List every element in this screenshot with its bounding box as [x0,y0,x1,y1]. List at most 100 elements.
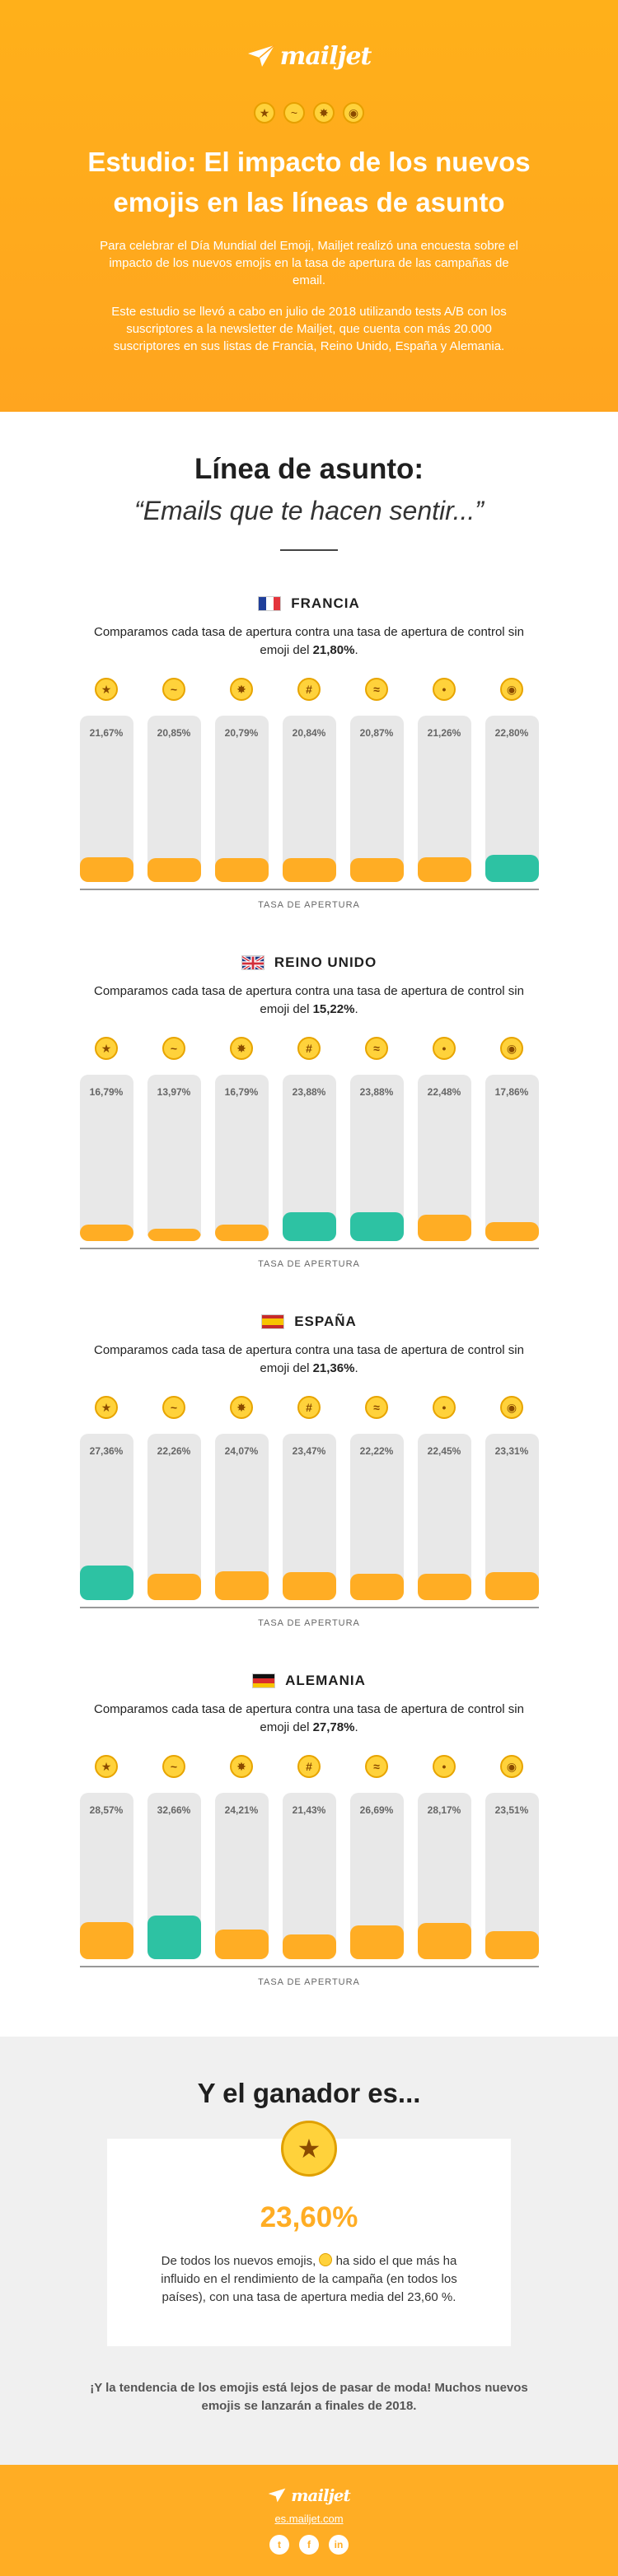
emoji-row: ★ ~ ✸ # ≈ • ◉ [0,1755,618,1778]
country-description: Comparamos cada tasa de apertura contra … [78,1342,540,1378]
bar-value: 20,84% [292,727,326,739]
country-title: ESPAÑA [0,1314,618,1330]
winner-heading: Y el ganador es... [197,2078,421,2108]
country-name: ESPAÑA [294,1314,357,1329]
subject-quote: “Emails que te hacen sentir...” [134,496,484,525]
bar-face-with-raised-eyebrow: 20,85% [147,716,201,882]
bar-exploding-head: 20,79% [214,716,269,882]
description-text: Comparamos cada tasa de apertura contra … [94,984,524,1016]
bar-fill [417,1574,471,1600]
bar-value: 23,31% [494,1445,529,1457]
bar-face-with-monocle: 22,80% [485,716,539,882]
twitter-icon[interactable]: t [269,2535,289,2555]
bar-chart: 16,79% 13,97% 16,79% 23,88% 23,88% 22,48% 17,8… [0,1075,618,1241]
footer-wordmark: mailjet [291,2485,351,2505]
paper-plane-icon [268,2488,286,2503]
winner-text-post: ha sido el que más ha influido en el ren… [161,2254,457,2304]
bar-fill [485,1931,539,1959]
bar-value: 22,80% [494,727,529,739]
country-section: ESPAÑA Comparamos cada tasa de apertura c… [0,1314,618,1628]
bar-fill [147,1229,201,1241]
star-struck-icon: ★ [95,678,118,701]
bar-exploding-head: 24,21% [214,1793,269,1959]
bar-exploding-head: 16,79% [214,1075,269,1241]
facebook-icon[interactable]: f [299,2535,319,2555]
exploding-head-icon: ✸ [230,678,253,701]
country-name: REINO UNIDO [274,954,377,970]
site-link[interactable]: es.mailjet.com [274,2513,344,2525]
bar-value: 22,48% [427,1086,461,1098]
star-struck-icon: ★ [281,2121,337,2177]
hero-banner: mailjet ★ ~ ✸ ◉ Estudio: El impacto de l… [0,0,618,412]
bar-shushing-face: 22,45% [417,1434,471,1600]
footer-logo[interactable]: mailjet [0,2483,618,2508]
face-with-symbols-on-mouth-icon: # [297,678,321,701]
bar-value: 23,47% [292,1445,326,1457]
emoji-row: ★ ~ ✸ # ≈ • ◉ [0,1396,618,1419]
bar-face-vomiting: 20,87% [349,716,404,882]
linkedin-icon[interactable]: in [329,2535,349,2555]
face-with-symbols-on-mouth-icon: # [297,1037,321,1060]
face-with-symbols-on-mouth-icon: # [297,1755,321,1778]
exploding-head-icon: ✸ [230,1396,253,1419]
bar-value: 20,87% [359,727,394,739]
control-rate: 21,80% [312,643,355,657]
method-paragraph: Este estudio se llevó a cabo en julio de… [111,305,507,353]
bar-value: 28,57% [89,1804,124,1816]
bar-fill [349,1925,404,1959]
country-name: ALEMANIA [285,1673,366,1688]
shushing-face-icon: • [433,678,456,701]
bar-shushing-face: 21,26% [417,716,471,882]
bar-fill [79,1922,133,1959]
countries-container: FRANCIA Comparamos cada tasa de apertura … [0,595,618,1987]
bar-chart: 27,36% 22,26% 24,07% 23,47% 22,22% 22,45% 23,3… [0,1434,618,1600]
control-rate: 21,36% [312,1361,355,1375]
footer: mailjet es.mailjet.com t f in [0,2465,618,2576]
description-end: . [354,1002,358,1016]
face-vomiting-icon: ≈ [365,678,388,701]
bar-face-vomiting: 23,88% [349,1075,404,1241]
mailjet-logo[interactable]: mailjet [0,36,618,76]
bar-exploding-head: 24,07% [214,1434,269,1600]
winner-text-pre: De todos los nuevos emojis, [161,2254,320,2268]
bar-face-with-monocle: 17,86% [485,1075,539,1241]
country-name: FRANCIA [291,595,360,611]
bar-value: 20,85% [157,727,191,739]
spain-flag-icon [261,1314,285,1329]
face-with-raised-eyebrow-icon: ~ [162,1755,185,1778]
bar-value: 22,22% [359,1445,394,1457]
bar-fill [485,1222,539,1241]
bar-value: 17,86% [494,1086,529,1098]
exploding-head-icon: ✸ [313,102,335,124]
bar-fill [417,857,471,882]
bar-fill [214,1930,269,1959]
chart-axis [79,889,539,890]
mailjet-wordmark: mailjet [279,41,372,71]
bar-fill [485,855,539,882]
description-text: Comparamos cada tasa de apertura contra … [94,1702,524,1734]
bar-value: 16,79% [224,1086,259,1098]
bar-fill [147,1916,201,1959]
bar-value: 23,88% [292,1086,326,1098]
face-with-monocle-icon: ◉ [500,678,523,701]
hero-emoji-row: ★ ~ ✸ ◉ [0,102,618,124]
bar-fill [79,1566,133,1600]
shushing-face-icon: • [433,1037,456,1060]
winner-card: ★ 23,60% De todos los nuevos emojis, ha … [107,2121,511,2346]
emoji-row: ★ ~ ✸ # ≈ • ◉ [0,1037,618,1060]
shushing-face-icon: • [433,1755,456,1778]
bar-fill [79,857,133,882]
bar-shushing-face: 22,48% [417,1075,471,1241]
bar-value: 21,67% [89,727,124,739]
country-title: FRANCIA [0,595,618,612]
bar-value: 22,45% [427,1445,461,1457]
star-struck-icon: ★ [254,102,275,124]
winner-text: De todos los nuevos emojis, ha sido el q… [143,2252,475,2307]
bar-shushing-face: 28,17% [417,1793,471,1959]
country-title: REINO UNIDO [0,954,618,971]
bar-chart: 28,57% 32,66% 24,21% 21,43% 26,69% 28,17% 23,5… [0,1793,618,1959]
chart-axis [79,1248,539,1249]
bar-value: 16,79% [89,1086,124,1098]
bar-face-with-monocle: 23,31% [485,1434,539,1600]
country-section: FRANCIA Comparamos cada tasa de apertura … [0,595,618,910]
